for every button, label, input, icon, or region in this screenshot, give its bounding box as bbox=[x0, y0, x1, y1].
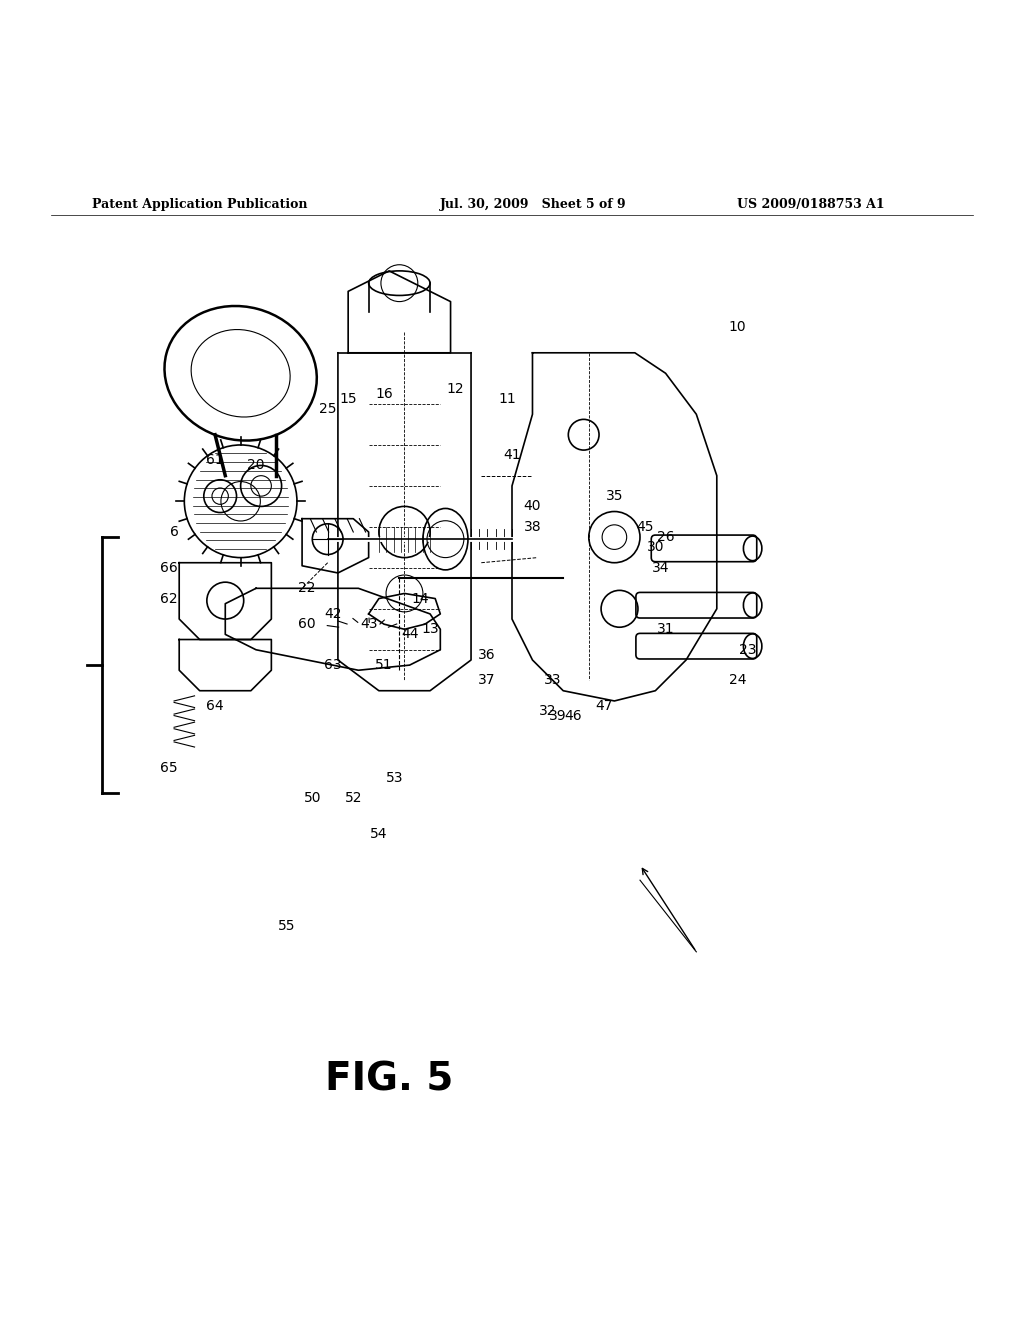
Text: 16: 16 bbox=[375, 387, 393, 401]
Text: 43: 43 bbox=[359, 618, 378, 631]
FancyBboxPatch shape bbox=[636, 634, 757, 659]
Text: 25: 25 bbox=[318, 403, 337, 416]
Text: 62: 62 bbox=[160, 591, 178, 606]
Text: 6: 6 bbox=[170, 525, 178, 539]
Text: 13: 13 bbox=[421, 622, 439, 636]
Text: 54: 54 bbox=[370, 828, 388, 841]
Text: 23: 23 bbox=[738, 643, 757, 657]
Polygon shape bbox=[179, 562, 271, 639]
Text: 50: 50 bbox=[303, 791, 322, 805]
FancyBboxPatch shape bbox=[636, 593, 757, 618]
Text: 60: 60 bbox=[298, 618, 316, 631]
Text: 65: 65 bbox=[160, 760, 178, 775]
Text: 15: 15 bbox=[339, 392, 357, 405]
Text: 24: 24 bbox=[728, 673, 746, 688]
Text: 36: 36 bbox=[477, 648, 496, 661]
Text: 47: 47 bbox=[595, 700, 613, 713]
Text: 44: 44 bbox=[400, 627, 419, 642]
Text: Patent Application Publication: Patent Application Publication bbox=[92, 198, 307, 211]
Text: 12: 12 bbox=[446, 381, 465, 396]
Text: 33: 33 bbox=[544, 673, 562, 688]
Text: 38: 38 bbox=[523, 520, 542, 533]
Text: 64: 64 bbox=[206, 700, 224, 713]
Text: Jul. 30, 2009   Sheet 5 of 9: Jul. 30, 2009 Sheet 5 of 9 bbox=[440, 198, 627, 211]
Text: 41: 41 bbox=[503, 449, 521, 462]
Polygon shape bbox=[179, 639, 271, 690]
Text: 14: 14 bbox=[411, 591, 429, 606]
Text: 31: 31 bbox=[656, 622, 675, 636]
Text: US 2009/0188753 A1: US 2009/0188753 A1 bbox=[737, 198, 885, 211]
Text: 39: 39 bbox=[549, 709, 567, 723]
Text: 45: 45 bbox=[636, 520, 654, 533]
Text: 46: 46 bbox=[564, 709, 583, 723]
Text: 34: 34 bbox=[651, 561, 670, 574]
Text: 20: 20 bbox=[247, 458, 265, 473]
Text: 42: 42 bbox=[324, 607, 342, 620]
Text: 66: 66 bbox=[160, 561, 178, 574]
Text: 37: 37 bbox=[477, 673, 496, 688]
Text: FIG. 5: FIG. 5 bbox=[325, 1061, 454, 1098]
Text: 26: 26 bbox=[656, 531, 675, 544]
Text: 52: 52 bbox=[344, 791, 362, 805]
Text: 22: 22 bbox=[298, 581, 316, 595]
Text: 32: 32 bbox=[539, 704, 557, 718]
Text: 51: 51 bbox=[375, 659, 393, 672]
Text: 11: 11 bbox=[498, 392, 516, 405]
Text: 10: 10 bbox=[728, 321, 746, 334]
Text: 30: 30 bbox=[646, 540, 665, 554]
Text: 40: 40 bbox=[523, 499, 542, 513]
Text: 63: 63 bbox=[324, 659, 342, 672]
Text: 55: 55 bbox=[278, 919, 296, 933]
FancyBboxPatch shape bbox=[651, 535, 757, 562]
Text: 35: 35 bbox=[605, 490, 624, 503]
Text: 61: 61 bbox=[206, 453, 224, 467]
Text: 53: 53 bbox=[385, 771, 403, 785]
